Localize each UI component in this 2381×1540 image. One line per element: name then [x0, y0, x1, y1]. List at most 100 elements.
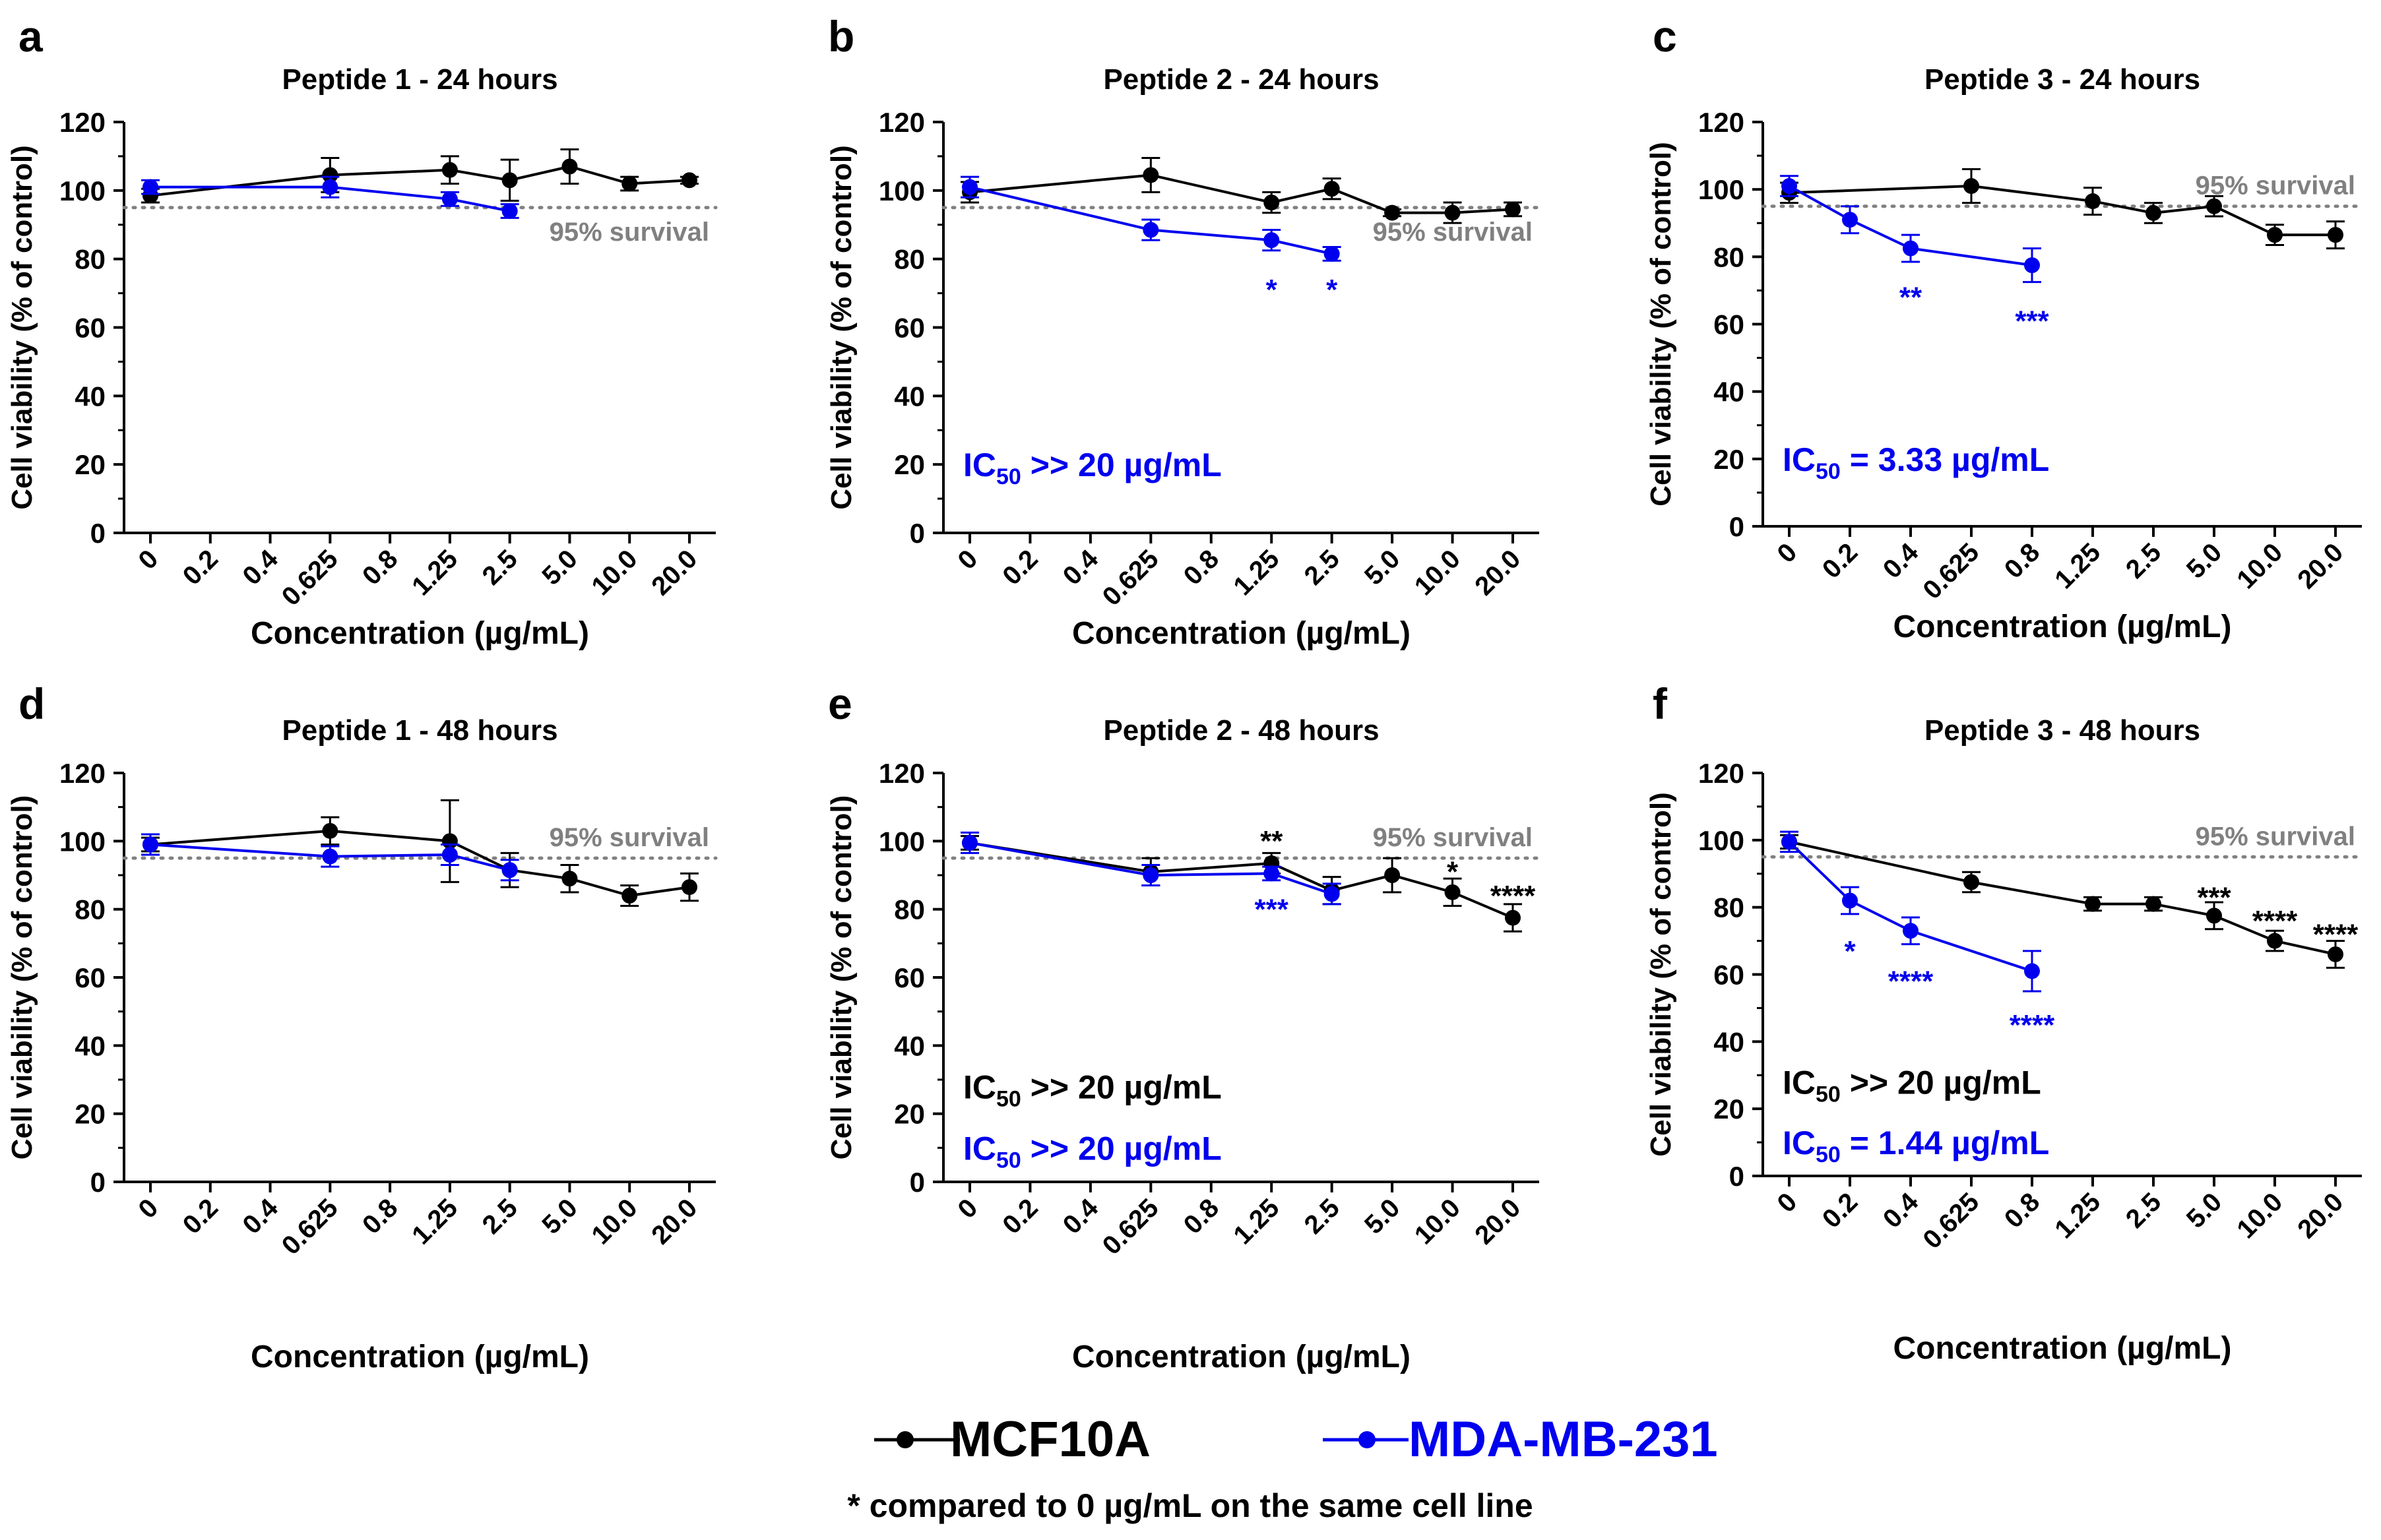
y-tick-label: 100: [1698, 174, 1744, 205]
y-tick-label: 80: [75, 244, 106, 275]
y-tick-label: 60: [75, 962, 106, 993]
y-tick-label: 0: [1729, 1161, 1744, 1192]
y-tick-label: 100: [879, 826, 925, 857]
threshold-label: 95% survival: [550, 218, 709, 247]
data-point: [1444, 884, 1461, 900]
data-point: [2024, 963, 2040, 979]
x-axis-title: Concentration (µg/mL): [1072, 616, 1411, 651]
data-point: [1781, 178, 1797, 195]
data-point: [682, 879, 697, 896]
y-tick-label: 80: [894, 244, 925, 275]
data-point: [1505, 909, 1521, 926]
y-tick-label: 100: [59, 175, 106, 206]
threshold-label: 95% survival: [550, 823, 709, 852]
x-tick-label: 0: [133, 544, 164, 575]
x-tick-label: 2.5: [1299, 1193, 1345, 1239]
y-tick-label: 20: [1713, 1093, 1744, 1124]
x-tick-label: 5.0: [1359, 544, 1405, 590]
chart-panel-c: c Peptide 3 - 24 hours 0 20 40 60 80 100 120 0 0.2…: [1645, 12, 2364, 644]
significance-marker: *: [1266, 274, 1278, 306]
y-tick-label: 60: [1713, 960, 1744, 991]
x-tick-label: 0.4: [237, 544, 284, 591]
y-axis-title: Cell viability (% of control): [825, 145, 858, 510]
data-point: [1323, 886, 1340, 902]
ic50-label: IC50 = 1.44 µg/mL: [1783, 1124, 2049, 1167]
chart-panel-a: a Peptide 1 - 24 hours 0 20 40 60 80 100 120 0 0.2…: [6, 12, 718, 651]
y-tick-label: 100: [59, 826, 106, 857]
data-point: [682, 172, 697, 189]
series-line: [969, 185, 1333, 255]
x-tick-label: 0.8: [1999, 1187, 2045, 1233]
x-tick-label: 5.0: [536, 1193, 583, 1239]
y-tick-label: 20: [894, 1099, 925, 1130]
x-tick-label: 0.8: [357, 544, 403, 590]
significance-marker: ***: [2197, 881, 2231, 913]
series-mcf10a: [961, 157, 1522, 224]
x-axis-title: Concentration (µg/mL): [1072, 1340, 1411, 1374]
y-tick-label: 80: [1713, 892, 1744, 923]
significance-marker: ****: [2010, 1009, 2055, 1041]
x-tick-label: 0.2: [1817, 538, 1863, 584]
x-tick-label: 0.625: [276, 1193, 344, 1260]
data-point: [441, 191, 458, 207]
data-point: [1384, 204, 1401, 221]
threshold-label: 95% survival: [2196, 822, 2355, 851]
series-line: [969, 841, 1513, 919]
legend-label-mcf10a: MCF10A: [950, 1411, 1151, 1467]
data-point: [2024, 257, 2040, 274]
chart-panels: a Peptide 1 - 24 hours 0 20 40 60 80 100 120 0 0.2…: [6, 12, 2364, 1374]
significance-marker: **: [1899, 282, 1922, 314]
significance-marker: *: [1844, 935, 1856, 968]
data-point: [1842, 892, 1858, 909]
significance-marker: **: [1260, 825, 1283, 857]
chart-title: Peptide 2 - 24 hours: [1103, 63, 1379, 96]
y-axis-title: Cell viability (% of control): [1645, 142, 1677, 507]
x-tick-label: 2.5: [477, 1193, 523, 1239]
y-tick-label: 120: [879, 107, 925, 138]
data-point: [441, 847, 458, 863]
series-mda-mb-231: [141, 175, 519, 219]
x-tick-label: 1.25: [406, 1193, 463, 1250]
data-point: [322, 822, 338, 839]
significance-marker: *: [1447, 856, 1459, 888]
panel-label: a: [18, 12, 44, 61]
x-tick-label: 0.4: [237, 1193, 284, 1240]
data-point: [1781, 834, 1797, 850]
x-tick-label: 0.2: [177, 544, 224, 590]
x-tick-label: 10.0: [586, 1193, 643, 1250]
data-point: [1903, 923, 1919, 939]
series-line: [969, 841, 1333, 896]
y-tick-label: 100: [1698, 825, 1744, 856]
series-line: [150, 165, 690, 197]
data-point: [2085, 896, 2101, 912]
x-tick-label: 0.2: [997, 1193, 1043, 1239]
significance-marker: ***: [2015, 305, 2049, 337]
data-point: [1842, 212, 1858, 228]
data-point: [2328, 227, 2343, 243]
x-tick-label: 2.5: [2120, 538, 2167, 584]
series-mda-mb-231: [961, 831, 1341, 906]
data-point: [2085, 193, 2101, 210]
x-tick-label: 0.625: [276, 544, 344, 611]
chart-title: Peptide 1 - 24 hours: [282, 63, 557, 96]
data-point: [1323, 181, 1340, 197]
panel-label: f: [1653, 679, 1668, 728]
x-tick-label: 1.25: [1228, 1193, 1285, 1250]
y-tick-label: 0: [910, 1167, 925, 1198]
x-tick-label: 0: [953, 544, 984, 575]
y-tick-label: 40: [75, 381, 106, 412]
x-tick-label: 0.8: [1178, 1193, 1224, 1239]
data-point: [2206, 198, 2222, 214]
x-tick-label: 10.0: [1409, 1193, 1466, 1250]
ic50-label: IC50 = 3.33 µg/mL: [1783, 441, 2049, 484]
x-tick-label: 1.25: [2049, 1187, 2106, 1244]
series-mda-mb-231: [1780, 175, 2041, 284]
series-line: [150, 843, 511, 872]
y-tick-label: 60: [894, 962, 925, 993]
data-point: [322, 848, 338, 865]
panel-label: d: [18, 679, 45, 728]
data-point: [441, 162, 458, 178]
chart-panel-f: f Peptide 3 - 48 hours 0 20 40 60 80 100 120 0 0.2…: [1645, 679, 2364, 1366]
y-tick-label: 80: [75, 894, 106, 925]
data-point: [962, 834, 978, 851]
